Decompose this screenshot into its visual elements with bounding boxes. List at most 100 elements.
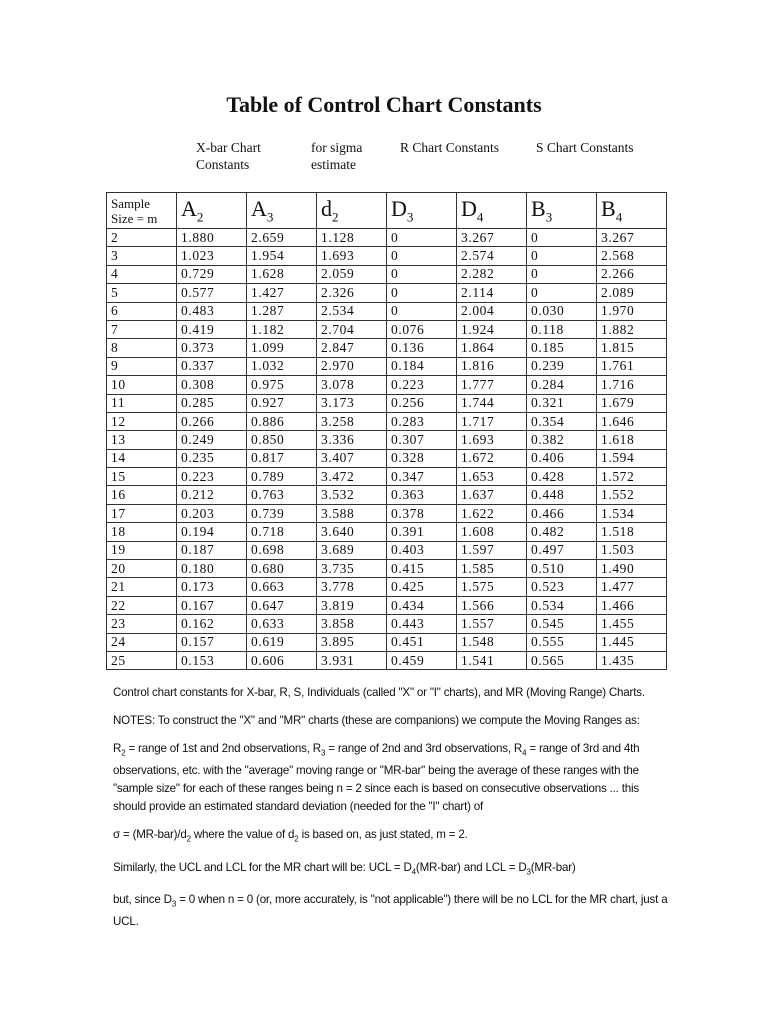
constant-cell: 0.235	[176, 448, 247, 469]
column-group-line: Constants	[196, 157, 250, 172]
header-d4: D4	[456, 192, 527, 229]
constant-cell: 2.004	[456, 301, 527, 321]
table-row: 20 0.180 0.680 3.735 0.415 1.585 0.510 1.490	[106, 559, 667, 579]
note-subscript: 3	[320, 748, 326, 758]
constant-cell: 1.693	[316, 246, 387, 266]
table-row: 10 0.308 0.975 3.078 0.223 1.777 0.284 1.716	[106, 375, 667, 395]
constant-cell: 0.927	[246, 393, 317, 413]
sample-size-cell: 9	[106, 356, 177, 377]
sample-size-cell: 10	[106, 375, 177, 395]
constant-cell: 0.633	[246, 614, 317, 634]
constant-cell: 0.284	[526, 375, 597, 395]
constant-cell: 1.693	[456, 430, 527, 450]
sample-size-cell: 3	[106, 246, 177, 266]
header-a2: A2	[176, 192, 247, 229]
table-row: 6 0.483 1.287 2.534 0 2.004 0.030 1.970	[106, 301, 667, 321]
constant-cell: 3.078	[316, 375, 387, 395]
table-row: 8 0.373 1.099 2.847 0.136 1.864 0.185 1.815	[106, 338, 667, 358]
table-row: 14 0.235 0.817 3.407 0.328 1.672 0.406 1.594	[106, 448, 667, 469]
header-d3: D3	[386, 192, 457, 229]
note-paragraph: Control chart constants for X-bar, R, S,…	[113, 684, 673, 702]
constant-cell: 0.266	[176, 411, 247, 432]
constant-cell: 0	[526, 264, 597, 285]
header-symbol: d	[321, 195, 332, 221]
constant-cell: 1.597	[456, 540, 527, 561]
constant-cell: 3.689	[316, 540, 387, 561]
constant-cell: 1.445	[596, 632, 667, 652]
sample-size-cell: 16	[106, 485, 177, 505]
sample-size-cell: 8	[106, 338, 177, 358]
constant-cell: 0.378	[386, 503, 457, 524]
constant-cell: 0.180	[176, 559, 247, 579]
constant-cell: 1.585	[456, 559, 527, 579]
constant-cell: 0.466	[526, 503, 597, 524]
table-row: 7 0.419 1.182 2.704 0.076 1.924 0.118 1.882	[106, 319, 667, 340]
constant-cell: 2.847	[316, 338, 387, 358]
constant-cell: 0.523	[526, 577, 597, 597]
table-row: 15 0.223 0.789 3.472 0.347 1.653 0.428 1.572	[106, 467, 667, 487]
constant-cell: 0.363	[386, 485, 457, 505]
constant-cell: 3.173	[316, 393, 387, 413]
constant-cell: 0.789	[246, 467, 317, 487]
constant-cell: 2.704	[316, 319, 387, 340]
header-subscript: 3	[266, 209, 274, 225]
constant-cell: 1.717	[456, 411, 527, 432]
constant-cell: 0.167	[176, 595, 247, 616]
constant-cell: 1.646	[596, 411, 667, 432]
sample-size-cell: 17	[106, 503, 177, 524]
sample-size-cell: 7	[106, 319, 177, 340]
sample-size-cell: 6	[106, 301, 177, 321]
constant-cell: 0	[386, 283, 457, 303]
header-subscript: 4	[476, 209, 484, 225]
note-paragraph: Similarly, the UCL and LCL for the MR ch…	[113, 859, 673, 881]
note-text: (MR-bar) and LCL = D	[415, 860, 527, 874]
constant-cell: 0.606	[246, 650, 317, 671]
constant-cell: 1.435	[596, 650, 667, 671]
constant-cell: 0.555	[526, 632, 597, 652]
note-text: R	[113, 742, 122, 755]
constant-cell: 0.647	[246, 595, 317, 616]
constant-cell: 0.239	[526, 356, 597, 377]
table-row: 18 0.194 0.718 3.640 0.391 1.608 0.482 1.518	[106, 522, 667, 542]
constant-cell: 0.565	[526, 650, 597, 671]
constant-cell: 0.718	[246, 522, 317, 542]
constant-cell: 0	[386, 227, 457, 248]
note-text: = range of 1st and 2nd observations, R	[125, 742, 321, 755]
header-symbol: D	[391, 195, 407, 221]
constant-cell: 0.382	[526, 430, 597, 450]
constant-cell: 3.778	[316, 577, 387, 597]
constant-cell: 0.223	[176, 467, 247, 487]
note-text: = range of 3rd and 4th observations, etc…	[113, 742, 640, 814]
constant-cell: 0.545	[526, 614, 597, 634]
sample-size-cell: 2	[106, 227, 177, 248]
constant-cell: 0.425	[386, 577, 457, 597]
constant-cell: 1.880	[176, 227, 247, 248]
constant-cell: 0.451	[386, 632, 457, 652]
constant-cell: 3.336	[316, 430, 387, 450]
constant-cell: 0	[386, 246, 457, 266]
constant-cell: 0.136	[386, 338, 457, 358]
note-text: is based on, as just stated, m = 2.	[298, 828, 468, 842]
constant-cell: 1.954	[246, 246, 317, 266]
constant-cell: 0	[386, 264, 457, 285]
constant-cell: 0.406	[526, 448, 597, 469]
constant-cell: 1.679	[596, 393, 667, 413]
note-text: NOTES: To construct the "X" and "MR" cha…	[113, 714, 640, 727]
constant-cell: 0.698	[246, 540, 317, 561]
sample-size-cell: 24	[106, 632, 177, 652]
constant-cell: 1.541	[456, 650, 527, 671]
constant-cell: 1.572	[596, 467, 667, 487]
constant-cell: 1.518	[596, 522, 667, 542]
header-sample-size: Sample Size = m	[106, 192, 177, 229]
constant-cell: 3.588	[316, 503, 387, 524]
table-row: 12 0.266 0.886 3.258 0.283 1.717 0.354 1.646	[106, 411, 667, 432]
header-subscript: 4	[615, 209, 623, 225]
constant-cell: 0.619	[246, 632, 317, 652]
constant-cell: 1.128	[316, 227, 387, 248]
constant-cell: 1.882	[596, 319, 667, 340]
table-row: 9 0.337 1.032 2.970 0.184 1.816 0.239 1.761	[106, 356, 667, 377]
constant-cell: 0.187	[176, 540, 247, 561]
header-subscript: 3	[545, 209, 553, 225]
constant-cell: 0.403	[386, 540, 457, 561]
table-row: 2 1.880 2.659 1.128 0 3.267 0 3.267	[106, 227, 667, 248]
